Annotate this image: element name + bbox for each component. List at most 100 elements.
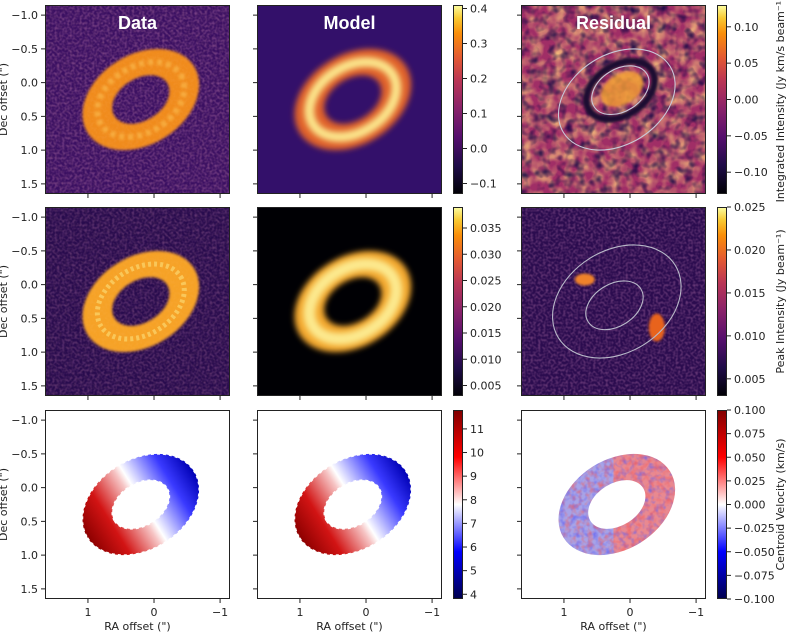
x-tick-label: 1 (84, 606, 91, 619)
axes-frame (45, 410, 230, 599)
colorbar-tick-label: 6 (470, 541, 477, 554)
y-tick-label: 0.0 (21, 482, 39, 495)
colorbar-tick-label: 0.025 (470, 275, 502, 288)
colorbar-label: Integrated Intensity (Jy km/s beam⁻¹) (774, 0, 787, 202)
colorbar-tick-label: 0.10 (734, 21, 759, 34)
pixel-edge (81, 453, 200, 556)
x-axis-label: RA offset (") (104, 620, 170, 633)
colorbar-tick-label: 0.00 (734, 94, 759, 107)
background (45, 410, 230, 599)
colorbar-frame (453, 410, 463, 599)
residual-noise-red (521, 410, 706, 599)
x-tick-label: −1 (424, 606, 440, 619)
colorbar-tick-label: −0.100 (734, 593, 775, 606)
y-tick-label: 1.0 (21, 144, 39, 157)
axes-frame (257, 410, 442, 599)
ring-model-peak (303, 258, 403, 345)
y-tick-label: −0.5 (11, 245, 38, 258)
y-tick-label: −0.5 (11, 43, 38, 56)
panel-peak-intensity-data: −1.0 −0.5 0.0 0.5 1.0 1.5 Dec offset (") (0, 207, 230, 400)
contour-outer (557, 48, 676, 151)
colorbar-frame (717, 5, 727, 194)
colorbar-tick-label: 0.050 (734, 451, 766, 464)
colorbar-tick-label: 0.015 (470, 327, 502, 340)
y-axis-label: Dec offset (") (0, 468, 10, 541)
colorbar-frame (717, 207, 727, 396)
panel-integrated-intensity-residual: Residual (517, 5, 706, 198)
x-tick-label: 0 (363, 606, 370, 619)
colorbar-tick-label: 0.05 (734, 57, 759, 70)
colorbar-tick-label: 11 (470, 423, 484, 436)
panel-integrated-intensity-data: −1.0 −0.5 0.0 0.5 1.0 1.5 Dec offset (") Data (0, 5, 230, 198)
x-tick-label: −1 (212, 606, 228, 619)
colorbar-tick-label: 0.035 (470, 222, 502, 235)
noise (521, 207, 706, 396)
y-tick-label: −1.0 (11, 211, 38, 224)
ring-model-peak (304, 57, 402, 142)
colorbar-residual: 0.005 0.010 0.015 0.020 0.025 (717, 201, 766, 396)
column-title: Data (118, 13, 158, 33)
colorbar-fill (453, 207, 463, 396)
colorbar-tick-label: −0.10 (734, 166, 768, 179)
background (257, 410, 442, 599)
x-tick-label: 0 (151, 606, 158, 619)
residual-hotspot (574, 273, 595, 286)
colorbar-tick-label: 0.025 (734, 201, 766, 214)
background (257, 207, 442, 396)
y-tick-label: 0.0 (21, 77, 39, 90)
y-tick-label: 0.0 (21, 279, 39, 292)
y-tick-label: −1.0 (11, 9, 38, 22)
panel-peak-intensity-model (253, 207, 442, 400)
colorbar-label: Centroid Velocity (km/s) (774, 438, 787, 570)
axes-frame (521, 410, 706, 599)
axes-frame (257, 5, 442, 194)
colorbar-main: 4 5 6 7 8 9 10 11 (453, 410, 484, 601)
axes-frame (521, 207, 706, 396)
x-tick-label: −1 (688, 606, 704, 619)
panel-centroid-velocity-data: 1 0 −1 −1.0 −0.5 0.0 0.5 1.0 1.5 Dec offset (") RA… (0, 410, 230, 633)
colorbar-fill (717, 410, 727, 599)
colorbar-residual: −0.10 −0.05 0.00 0.05 0.10 (717, 5, 768, 194)
colorbar-tick-label: 0.3 (470, 38, 488, 51)
y-tick-label: −0.5 (11, 448, 38, 461)
velocity-field (82, 453, 200, 556)
axes-frame (45, 207, 230, 396)
colorbar-tick-label: 4 (470, 588, 477, 601)
background (257, 5, 442, 194)
residual-hotspot (648, 313, 665, 342)
colorbar-tick-label: 0.4 (470, 3, 488, 16)
y-tick-label: 0.5 (21, 515, 39, 528)
axes-frame (257, 207, 442, 396)
colorbar-tick-label: 0.2 (470, 73, 488, 86)
x-tick-label: 0 (627, 606, 634, 619)
y-tick-label: 1.5 (21, 583, 39, 596)
colorbar-fill (453, 5, 463, 194)
y-tick-label: 1.5 (21, 380, 39, 393)
y-tick-label: 1.0 (21, 549, 39, 562)
colorbar-frame (717, 410, 727, 599)
colorbar-fill (717, 207, 727, 396)
residual-dip (582, 57, 659, 123)
y-tick-label: 1.5 (21, 178, 39, 191)
colorbar-frame (453, 5, 463, 194)
colorbar-tick-label: 0.100 (734, 404, 766, 417)
y-axis-label: Dec offset (") (0, 63, 10, 136)
panel-integrated-intensity-model: Model (253, 5, 442, 198)
colorbar-tick-label: 0.010 (470, 353, 502, 366)
colorbar-label: Peak Intensity (Jy beam⁻¹) (774, 229, 787, 373)
x-tick-label: 1 (296, 606, 303, 619)
colorbar-tick-label: 0.1 (470, 108, 488, 121)
x-tick-label: 1 (560, 606, 567, 619)
colorbar-fill (453, 410, 463, 599)
colorbar-main: 0.005 0.010 0.015 0.020 0.025 0.030 0.035 (453, 207, 502, 396)
noise (45, 207, 230, 396)
colorbar-tick-label: 7 (470, 517, 477, 530)
contour-outer (551, 244, 682, 359)
colorbar-tick-label: 8 (470, 494, 477, 507)
colorbar-tick-label: −0.075 (734, 569, 775, 582)
colorbar-main: −0.1 0.0 0.1 0.2 0.3 0.4 (453, 3, 497, 194)
colorbar-tick-label: 0.030 (470, 248, 502, 261)
colorbar-tick-label: −0.1 (470, 178, 497, 191)
contour-inner (585, 280, 644, 331)
